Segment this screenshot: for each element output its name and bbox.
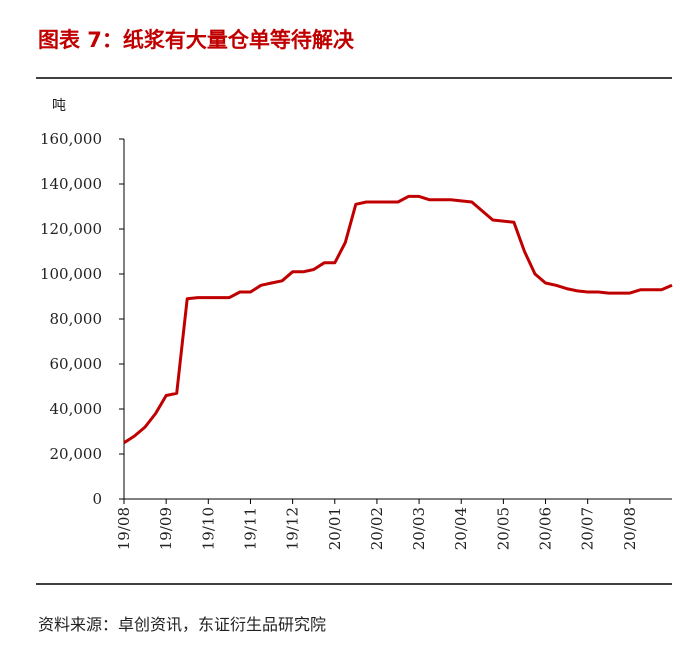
x-tick-label: 20/02 xyxy=(368,507,386,550)
y-tick-label: 0 xyxy=(92,490,102,508)
x-tick-label: 19/11 xyxy=(241,507,259,550)
x-tick-label: 19/08 xyxy=(115,507,133,550)
x-tick-label: 19/10 xyxy=(199,507,217,550)
x-tick-label: 20/05 xyxy=(494,507,512,550)
y-tick-label: 80,000 xyxy=(50,310,103,328)
data-line xyxy=(123,194,673,445)
source: 资料来源：卓创资讯，东证衍生品研究院 xyxy=(38,615,326,634)
x-tick-label: 19/12 xyxy=(284,507,302,550)
x-tick-label: 20/04 xyxy=(452,507,470,550)
y-tick-label: 20,000 xyxy=(50,445,103,463)
y-tick-label: 60,000 xyxy=(50,355,103,373)
y-tick-label: 40,000 xyxy=(50,400,103,418)
y-axis-label: 吨 xyxy=(52,98,66,114)
x-tick-label: 20/06 xyxy=(537,507,555,550)
x-tick-label: 20/07 xyxy=(579,507,597,550)
y-tick-label: 120,000 xyxy=(40,220,102,238)
x-tick-label: 20/03 xyxy=(410,507,428,550)
x-tick-label: 20/08 xyxy=(621,507,639,550)
y-tick-label: 100,000 xyxy=(40,265,102,283)
y-tick-label: 160,000 xyxy=(40,130,102,148)
x-tick-label: 20/01 xyxy=(326,507,344,550)
x-tick-label: 19/09 xyxy=(157,507,175,550)
chart-title: 图表 7：纸浆有大量仓单等待解决 xyxy=(38,28,355,52)
y-tick-label: 140,000 xyxy=(40,175,102,193)
